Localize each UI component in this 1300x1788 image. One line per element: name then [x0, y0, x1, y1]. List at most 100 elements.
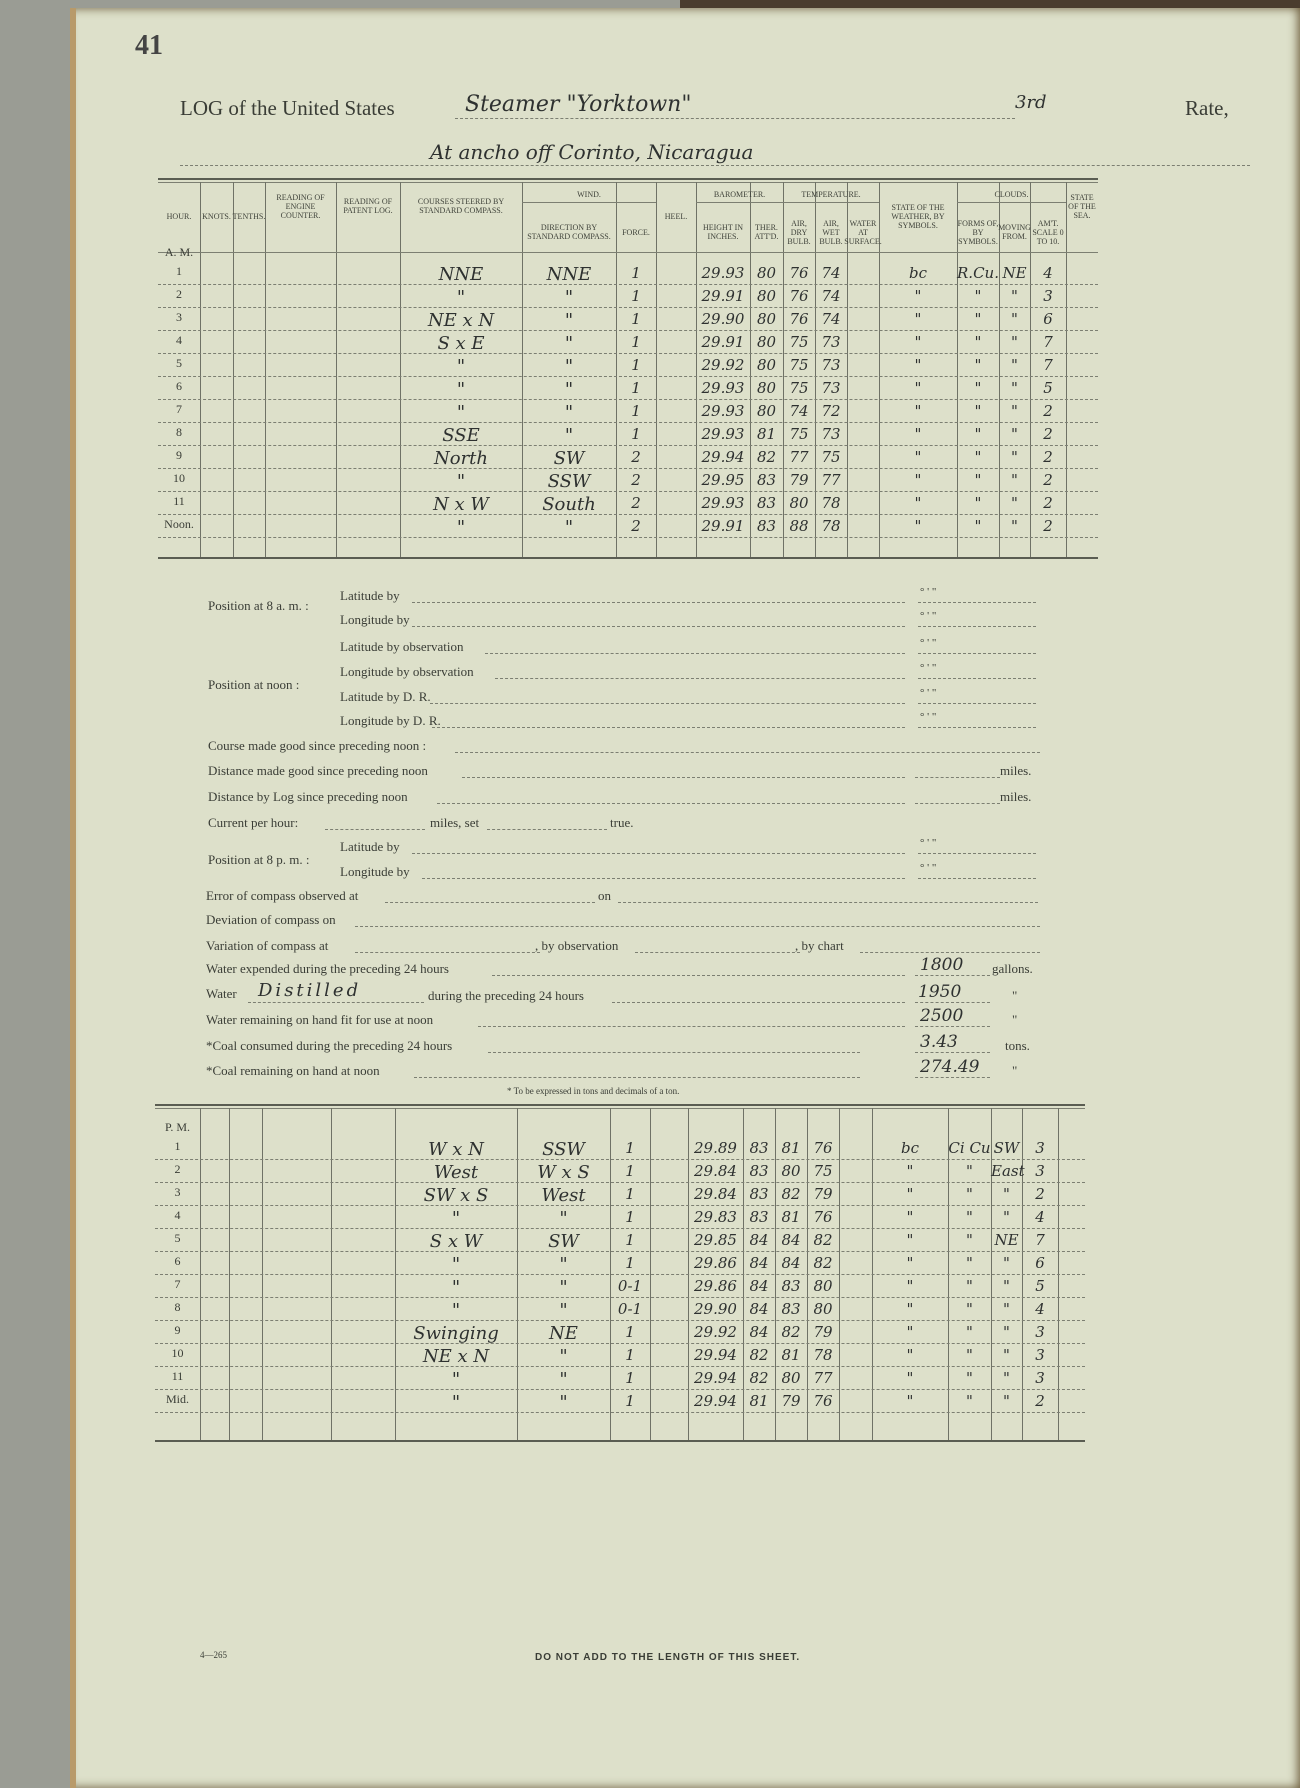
cell-dry: 79	[781, 1392, 801, 1410]
cell-forms: "	[966, 1185, 973, 1203]
column-divider	[879, 182, 880, 557]
cell-weather: "	[906, 1369, 914, 1387]
miles-unit: miles.	[1000, 763, 1032, 778]
cell-dry: 75	[789, 379, 809, 397]
cell-baro: 29.90	[694, 1300, 737, 1318]
water-distilled-value: 1950	[918, 982, 962, 1002]
cell-forms: "	[974, 471, 982, 489]
cell-ther: 84	[749, 1300, 769, 1318]
cell-amount: 7	[1035, 1231, 1045, 1249]
cell-dir: South	[542, 494, 596, 515]
cell-course: NE x N	[422, 1346, 490, 1367]
cell-ther: 80	[756, 310, 777, 328]
by-chart-label: , by chart	[795, 938, 844, 953]
header-weather: State of the Weather, by Symbols.	[891, 202, 945, 230]
cell-amount: 2	[1035, 1185, 1045, 1203]
cell-course: North	[433, 448, 489, 469]
cell-course: "	[451, 1392, 461, 1413]
water-during-label: during the preceding 24 hours	[428, 988, 584, 1003]
latitude-dr: Latitude by D. R.	[340, 689, 431, 704]
cell-moving: "	[1003, 1323, 1010, 1341]
cell-amount: 7	[1043, 333, 1053, 351]
column-divider	[656, 182, 657, 557]
unit-label: "	[1012, 1012, 1018, 1027]
cell-dir: NE	[549, 1323, 578, 1344]
cell-baro: 29.93	[701, 264, 745, 282]
current-miles-set: miles, set	[430, 815, 480, 830]
position-noon-label: Position at noon :	[208, 677, 300, 692]
cell-amount: 2	[1043, 448, 1053, 466]
header-temperature: Temperature.	[801, 189, 861, 199]
cell-ther: 80	[756, 287, 777, 305]
cell-wet: 73	[821, 379, 841, 397]
error-of-compass: Error of compass observed at	[206, 888, 359, 903]
cell-forms: "	[966, 1208, 973, 1226]
cell-wet: 74	[821, 287, 841, 305]
header-tenths: Tenths.	[232, 211, 266, 221]
cell-course: "	[456, 402, 466, 423]
cell-dry: 81	[781, 1139, 801, 1157]
cell-course: "	[456, 471, 466, 492]
longitude-obs-degrees: ° ' "	[920, 662, 937, 674]
cell-force: 1	[625, 1231, 635, 1249]
cell-hour: 4	[176, 333, 182, 347]
cell-wet: 75	[813, 1162, 833, 1180]
latitude-dr-degrees: ° ' "	[920, 687, 937, 699]
cell-dir: "	[559, 1369, 568, 1390]
error-on-label: on	[598, 888, 611, 903]
cell-baro: 29.93	[701, 494, 745, 512]
cell-moving: "	[1011, 471, 1018, 489]
cell-hour: 1	[174, 1139, 181, 1153]
cell-weather: "	[914, 471, 922, 489]
cell-hour: 11	[171, 1369, 184, 1383]
header-courses: Courses steered by Standard Compass.	[417, 197, 505, 215]
cell-hour: Noon.	[164, 517, 194, 531]
cell-hour: 10	[173, 471, 185, 485]
cell-dir: "	[564, 287, 574, 308]
cell-force: 1	[625, 1162, 635, 1180]
cell-dir: "	[564, 379, 574, 400]
cell-weather: "	[914, 425, 922, 443]
cell-moving: "	[1011, 356, 1018, 374]
cell-wet: 73	[821, 333, 841, 351]
cell-dry: 83	[781, 1277, 801, 1295]
coal-remaining-value: 274.49	[920, 1057, 980, 1077]
cell-ther: 80	[756, 264, 777, 282]
cell-force: 1	[625, 1346, 635, 1364]
longitude-8pm: Longitude by	[340, 864, 410, 879]
vessel-rate: 3rd	[1015, 92, 1047, 113]
cell-hour: 2	[174, 1162, 181, 1176]
cell-moving: "	[1003, 1208, 1010, 1226]
cell-baro: 29.94	[694, 1392, 737, 1410]
latitude-observation: Latitude by observation	[340, 639, 464, 654]
cell-baro: 29.93	[701, 425, 745, 443]
cell-baro: 29.94	[694, 1346, 737, 1364]
header-engine-counter: Reading of Engine Counter.	[276, 192, 325, 220]
cell-ther: 83	[749, 1208, 769, 1226]
cell-amount: 2	[1043, 471, 1053, 489]
cell-ther: 84	[749, 1323, 769, 1341]
column-divider	[783, 182, 784, 557]
cell-baro: 29.92	[694, 1323, 737, 1341]
cell-force: 1	[625, 1208, 635, 1226]
cell-moving: "	[1003, 1185, 1010, 1203]
cell-course: "	[451, 1300, 461, 1321]
cell-ther: 82	[756, 448, 777, 466]
cell-moving: NE	[994, 1231, 1019, 1249]
cell-dir: "	[559, 1392, 568, 1413]
cell-weather: "	[914, 448, 922, 466]
cell-baro: 29.91	[701, 333, 745, 351]
cell-hour: 4	[174, 1208, 181, 1222]
cell-force: 1	[625, 1369, 635, 1387]
log-page	[70, 8, 1300, 1788]
latitude-8am-degrees: ° ' "	[920, 586, 937, 598]
cell-moving: "	[1003, 1346, 1010, 1364]
unit-label: gallons.	[992, 961, 1033, 976]
cell-force: 2	[631, 494, 641, 512]
cell-moving: "	[1011, 333, 1018, 351]
cell-moving: "	[1011, 402, 1018, 420]
cell-course: "	[451, 1369, 461, 1390]
cell-baro: 29.83	[694, 1208, 737, 1226]
cell-moving: SW	[993, 1139, 1020, 1157]
cell-moving: "	[1011, 494, 1018, 512]
